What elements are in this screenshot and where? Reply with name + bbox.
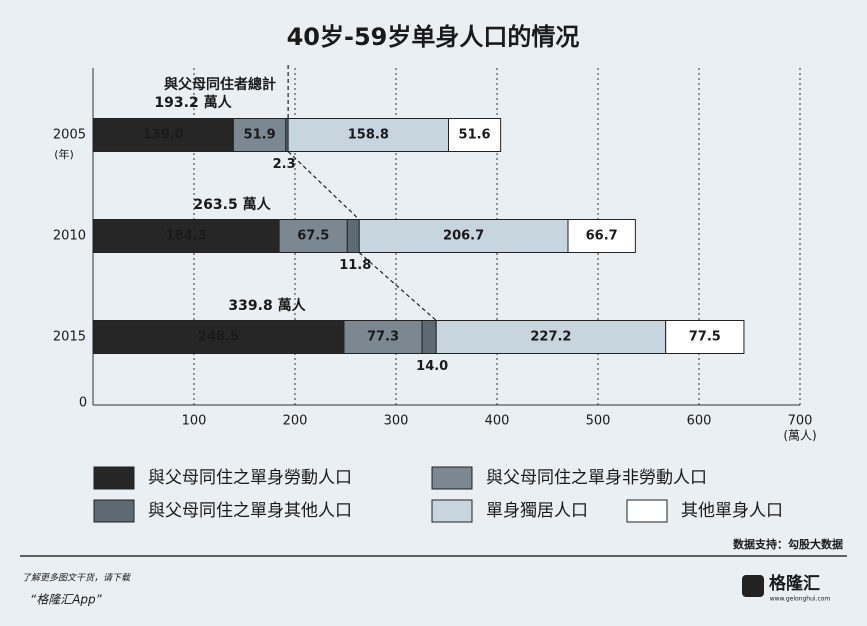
bar-segment [287, 118, 450, 152]
x-tick-label: 500 [586, 414, 611, 429]
value-label: 2.3 [273, 157, 296, 172]
legend-swatch [626, 499, 668, 523]
value-label: 248.5 [198, 330, 239, 345]
bar-segment [278, 219, 348, 253]
value-label: 67.5 [297, 229, 329, 244]
value-label: 184.3 [166, 229, 207, 244]
x-tick-label: 300 [384, 414, 409, 429]
logo-url: www.gelonghui.com [770, 596, 831, 603]
category-unit: (年) [54, 147, 74, 161]
logo-icon [742, 575, 764, 597]
x-tick-label: 100 [182, 414, 207, 429]
bar-segment [567, 219, 636, 253]
y-tick-label: 2010 [53, 229, 86, 244]
value-label: 227.2 [530, 330, 571, 345]
value-label: 11.8 [339, 258, 371, 273]
bar-segment [435, 320, 667, 354]
bar-segment [358, 219, 569, 253]
x-tick-label: 600 [687, 414, 712, 429]
source: 数据支持：勾股大数据 [733, 537, 843, 551]
total-title: 與父母同住者總計 [164, 76, 276, 93]
bar-segment [232, 118, 287, 152]
x-tick-label: 700 [788, 414, 813, 429]
chart-title: 40岁-59岁单身人口的情况 [287, 23, 580, 51]
logo: 格隆汇 [769, 573, 820, 594]
x-tick-label: 0 [79, 396, 87, 411]
legend-label: 與父母同住之單身其他人口 [148, 501, 352, 521]
x-tick-label: 400 [485, 414, 510, 429]
legend-swatch [93, 466, 135, 490]
legend-label: 其他單身人口 [681, 501, 783, 521]
promo: 了解更多图文干货，请下载 [22, 573, 131, 584]
value-label: 51.9 [244, 128, 276, 143]
bar-segment [343, 320, 423, 354]
value-label: 51.6 [459, 128, 491, 143]
y-tick-label: 2005 [53, 128, 86, 143]
value-label: 158.8 [348, 128, 389, 143]
legend-swatch [431, 466, 473, 490]
total-label: 193.2 萬人 [154, 94, 232, 111]
total-label: 339.8 萬人 [228, 297, 306, 314]
x-unit: (萬人) [783, 429, 816, 443]
value-label: 139.0 [143, 128, 184, 143]
value-label: 206.7 [443, 229, 484, 244]
bar-segment [346, 219, 360, 253]
value-label: 14.0 [416, 359, 448, 374]
value-label: 66.7 [586, 229, 618, 244]
total-label: 263.5 萬人 [193, 196, 271, 213]
bar-segment [421, 320, 437, 354]
x-tick-label: 200 [283, 414, 308, 429]
bar-segment [92, 320, 345, 354]
bar-segment [448, 118, 502, 152]
legend-label: 與父母同住之單身非勞動人口 [486, 468, 707, 488]
total-connector [358, 252, 437, 321]
legend-label: 與父母同住之單身勞動人口 [148, 468, 352, 488]
legend-swatch [431, 499, 473, 523]
bar-segment [665, 320, 745, 354]
total-connector [287, 151, 360, 220]
legend-label: 單身獨居人口 [486, 501, 588, 521]
app-name: “格隆汇App” [30, 593, 103, 607]
y-tick-label: 2015 [53, 330, 86, 345]
value-label: 77.3 [367, 330, 399, 345]
value-label: 77.5 [689, 330, 721, 345]
legend-swatch [93, 499, 135, 523]
